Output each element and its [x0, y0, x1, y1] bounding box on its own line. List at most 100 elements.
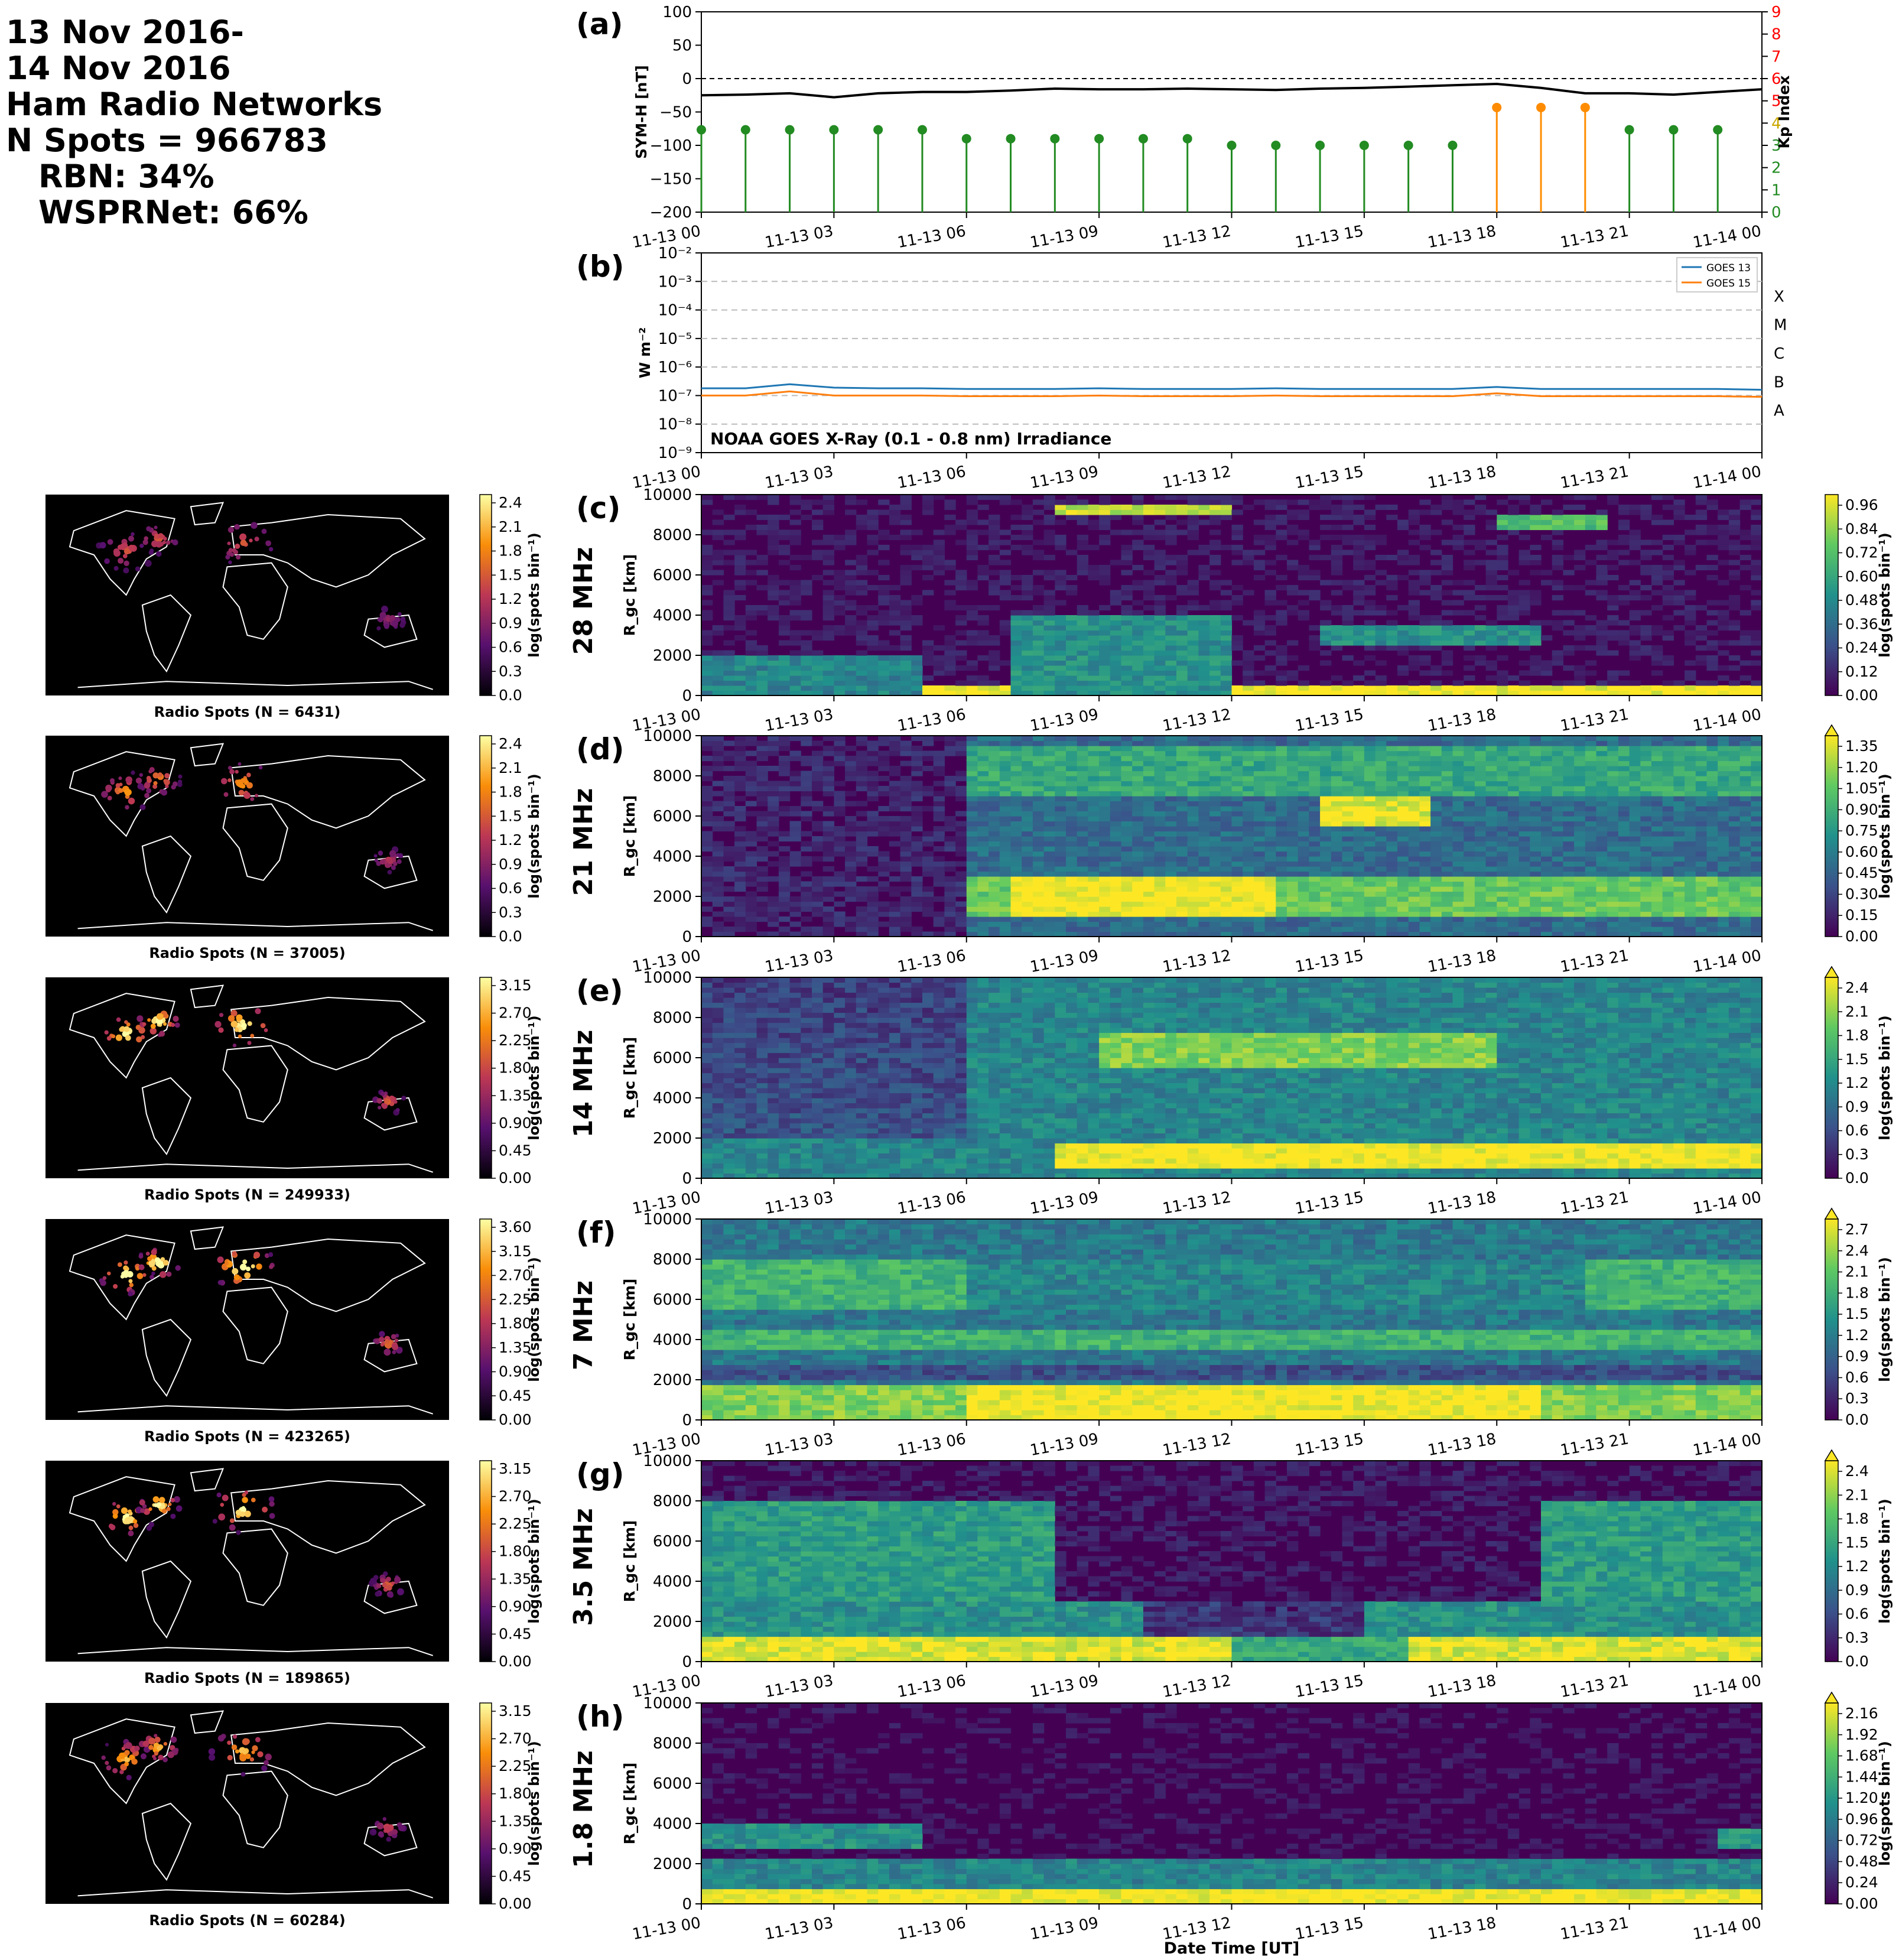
- heatmap-cell: [1198, 620, 1209, 626]
- heatmap-cell: [757, 651, 768, 656]
- heatmap-cell: [1287, 912, 1298, 917]
- heatmap-cell: [1287, 685, 1298, 691]
- heatmap-cell: [1000, 620, 1011, 626]
- heatmap-cell: [1530, 560, 1541, 565]
- heatmap-cell: [1376, 862, 1387, 867]
- heatmap-cell: [1508, 675, 1519, 681]
- heatmap-cell: [1585, 645, 1596, 651]
- heatmap-cell: [1298, 851, 1309, 857]
- heatmap-cell: [1232, 876, 1243, 882]
- heatmap-cell: [1342, 630, 1354, 636]
- heatmap-cell: [1022, 535, 1033, 540]
- heatmap-cell: [1077, 791, 1088, 797]
- heatmap-cell: [1221, 821, 1232, 827]
- heatmap-cell: [900, 520, 912, 525]
- heatmap-cell: [1155, 882, 1166, 887]
- heatmap-cell: [1132, 791, 1143, 797]
- heatmap-cell: [768, 916, 779, 922]
- heatmap-cell: [988, 922, 1000, 927]
- heatmap-cell: [1729, 550, 1740, 555]
- heatmap-cell: [1298, 846, 1309, 851]
- heatmap-cell: [922, 736, 934, 741]
- heatmap-cell: [1221, 665, 1232, 671]
- heatmap-cell: [1044, 811, 1055, 817]
- heatmap-cell: [1453, 766, 1464, 771]
- heatmap-cell: [1033, 872, 1044, 877]
- heatmap-cell: [790, 836, 801, 841]
- heatmap-cell: [1430, 876, 1442, 882]
- heatmap-cell: [834, 661, 845, 666]
- heatmap-cell: [1364, 751, 1376, 756]
- heatmap-cell: [1309, 851, 1320, 857]
- heatmap-cell: [1176, 590, 1188, 596]
- heatmap-cell: [1121, 595, 1133, 600]
- heatmap-cell: [967, 605, 978, 610]
- heatmap-cell: [768, 766, 779, 771]
- heatmap-cell: [1077, 862, 1088, 867]
- heatmap-cell: [1386, 826, 1397, 831]
- kp-marker: [697, 125, 706, 135]
- heatmap-cell: [955, 736, 967, 741]
- heatmap-cell: [1574, 610, 1585, 616]
- heatmap-cell: [1430, 570, 1442, 576]
- heatmap-cell: [1287, 736, 1298, 741]
- heatmap-cell: [1243, 886, 1254, 892]
- heatmap-cell: [988, 751, 1000, 756]
- heatmap-cell: [1740, 641, 1751, 646]
- heatmap-cell: [1276, 585, 1287, 590]
- heatmap-cell: [1376, 540, 1387, 545]
- heatmap-cell: [889, 866, 900, 872]
- heatmap-cell: [1143, 821, 1155, 827]
- heatmap-cell: [1221, 816, 1232, 821]
- heatmap-cell: [1132, 886, 1143, 892]
- heatmap-cell: [1320, 661, 1331, 666]
- heatmap-cell: [746, 580, 757, 586]
- heatmap-cell: [1022, 856, 1033, 862]
- heatmap-cell: [1353, 685, 1364, 691]
- heatmap-cell: [779, 771, 790, 776]
- heatmap-cell: [746, 651, 757, 656]
- heatmap-cell: [955, 605, 967, 610]
- heatmap-cell: [1254, 766, 1265, 771]
- heatmap-cell: [1386, 741, 1397, 746]
- heatmap-cell: [845, 530, 856, 535]
- heatmap-cell: [1320, 846, 1331, 851]
- heatmap-cell: [1209, 856, 1221, 862]
- heatmap-cell: [1099, 655, 1110, 661]
- heatmap-cell: [1442, 736, 1453, 741]
- panel-a-xaxis-tick-label: 11-13 09: [1029, 222, 1100, 252]
- heatmap-cell: [1430, 821, 1442, 827]
- heatmap-cell: [801, 896, 812, 902]
- heatmap-cell: [988, 685, 1000, 691]
- heatmap-cell: [1143, 796, 1155, 801]
- heatmap-cell: [1198, 776, 1209, 781]
- heatmap-cell: [900, 761, 912, 766]
- heatmap-cell: [867, 525, 879, 530]
- heatmap-cell: [1221, 751, 1232, 756]
- heatmap-cell: [1453, 610, 1464, 616]
- heatmap-cell: [1254, 862, 1265, 867]
- heatmap-cell: [1011, 882, 1022, 887]
- heatmap-cell: [1596, 641, 1608, 646]
- heatmap-cell: [867, 615, 879, 620]
- heatmap-cell: [768, 535, 779, 540]
- heatmap-cell: [955, 862, 967, 867]
- heatmap-cell: [1309, 761, 1320, 766]
- heatmap-cell: [1309, 625, 1320, 630]
- heatmap-cell: [1276, 796, 1287, 801]
- heatmap-cell: [790, 590, 801, 596]
- heatmap-cell: [1486, 625, 1497, 630]
- heatmap-cell: [1121, 902, 1133, 907]
- heatmap-cell: [823, 570, 834, 576]
- heatmap-cell: [1099, 846, 1110, 851]
- heatmap-cell: [1342, 495, 1354, 500]
- heatmap-cell: [801, 761, 812, 766]
- heatmap-cell: [1574, 515, 1585, 520]
- heatmap-cell: [1198, 786, 1209, 791]
- heatmap-cell: [1519, 600, 1530, 606]
- heatmap-cell: [1077, 625, 1088, 630]
- heatmap-cell: [1729, 530, 1740, 535]
- heatmap-cell: [1254, 836, 1265, 841]
- heatmap-cell: [988, 916, 1000, 922]
- heatmap-cell: [1276, 661, 1287, 666]
